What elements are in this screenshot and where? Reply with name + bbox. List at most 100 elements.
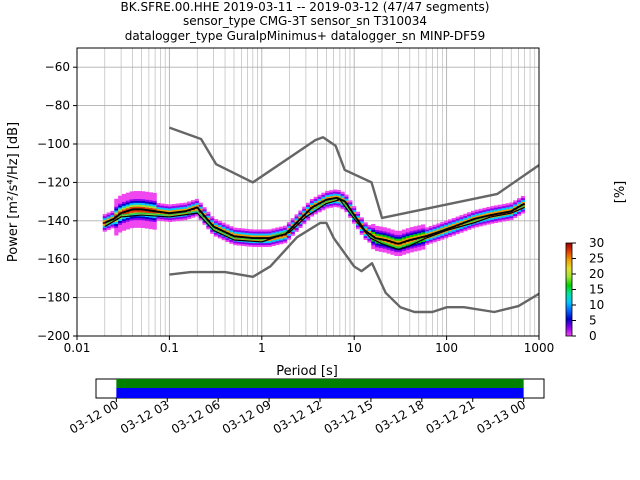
histogram-cell	[121, 216, 127, 220]
histogram-cell	[371, 225, 376, 229]
histogram-cell	[279, 236, 284, 239]
histogram-cell	[424, 242, 430, 245]
histogram-cell	[332, 195, 338, 198]
histogram-cell	[213, 234, 219, 237]
histogram-cell	[451, 233, 456, 236]
histogram-cell	[294, 214, 299, 217]
histogram-cell	[248, 234, 253, 238]
histogram-cell	[405, 251, 410, 254]
histogram-cell	[286, 237, 292, 240]
histogram-cell	[348, 204, 353, 207]
time-tick-label: 03-12 00	[67, 397, 121, 436]
histogram-cell	[114, 212, 119, 215]
histogram-cell	[148, 224, 153, 228]
histogram-cell	[382, 233, 387, 236]
histogram-cell	[206, 215, 211, 218]
x-tick-label: 1	[258, 341, 266, 355]
histogram-cell	[160, 207, 165, 210]
histogram-cell	[183, 216, 188, 219]
histogram-cell	[229, 241, 234, 244]
histogram-cell	[144, 222, 150, 225]
histogram-cell	[367, 226, 372, 230]
histogram-cell	[501, 205, 506, 209]
histogram-cell	[121, 205, 127, 208]
histogram-cell	[102, 214, 107, 217]
histogram-cell	[494, 207, 499, 210]
y-tick-label: −160	[37, 252, 70, 266]
histogram-cell	[378, 245, 384, 249]
histogram-cell	[394, 244, 399, 247]
colorbar-tick-label: 15	[589, 283, 604, 297]
histogram-cell	[440, 231, 445, 234]
histogram-cell	[325, 206, 330, 209]
histogram-cell	[382, 236, 387, 240]
histogram-cell	[509, 214, 514, 217]
histogram-cell	[248, 238, 253, 242]
histogram-cell	[413, 235, 418, 239]
histogram-cell	[497, 204, 502, 207]
histogram-cell	[202, 216, 207, 220]
histogram-cell	[290, 218, 295, 221]
histogram-cell	[459, 228, 464, 231]
histogram-cell	[240, 230, 245, 233]
histogram-cell	[133, 219, 138, 223]
histogram-cell	[114, 208, 119, 211]
histogram-cell	[183, 208, 188, 211]
histogram-cell	[455, 231, 460, 235]
histogram-cell	[267, 242, 272, 245]
histogram-cell	[114, 219, 119, 223]
histogram-cell	[118, 211, 123, 214]
y-tick-label: −180	[37, 291, 70, 305]
histogram-cell	[225, 239, 230, 243]
histogram-cell	[494, 218, 499, 222]
histogram-cell	[440, 235, 445, 238]
histogram-cell	[129, 206, 134, 209]
histogram-cell	[409, 248, 414, 251]
histogram-cell	[382, 229, 387, 232]
histogram-cell	[505, 216, 510, 219]
histogram-cell	[114, 227, 119, 230]
histogram-cell	[459, 215, 464, 218]
histogram-cell	[371, 237, 376, 240]
histogram-cell	[486, 222, 491, 225]
histogram-cell	[486, 212, 491, 215]
histogram-cell	[198, 206, 203, 209]
histogram-cell	[217, 222, 222, 225]
histogram-cell	[482, 219, 487, 222]
histogram-cell	[267, 240, 272, 244]
histogram-cell	[179, 216, 184, 219]
histogram-cell	[271, 232, 276, 235]
histogram-cell	[106, 225, 111, 229]
histogram-cell	[405, 230, 410, 233]
histogram-cell	[202, 222, 207, 225]
histogram-cell	[286, 222, 292, 225]
histogram-cell	[129, 195, 134, 198]
line-nhnm	[168, 126, 539, 220]
histogram-cell	[394, 249, 399, 253]
histogram-cell	[386, 230, 391, 233]
histogram-cell	[194, 204, 199, 207]
histogram-cell	[144, 199, 150, 202]
histogram-cell	[133, 225, 138, 228]
histogram-cell	[256, 235, 261, 238]
histogram-cell	[421, 243, 426, 246]
histogram-cell	[152, 217, 157, 221]
histogram-cell	[497, 208, 502, 211]
histogram-cell	[221, 222, 226, 225]
line-nlnm	[169, 221, 539, 314]
histogram-cell	[267, 235, 272, 238]
histogram-cell	[436, 233, 441, 236]
histogram-cell	[237, 241, 242, 244]
histogram-cell	[187, 205, 192, 208]
histogram-cell	[171, 219, 176, 222]
histogram-cell	[470, 226, 476, 229]
histogram-cell	[378, 234, 384, 237]
histogram-cell	[263, 229, 268, 232]
histogram-cell	[164, 204, 169, 207]
histogram-cell	[417, 225, 422, 228]
histogram-cell	[336, 201, 341, 204]
histogram-cell	[486, 220, 491, 223]
histogram-cell	[405, 237, 410, 241]
histogram-cell	[244, 234, 249, 237]
